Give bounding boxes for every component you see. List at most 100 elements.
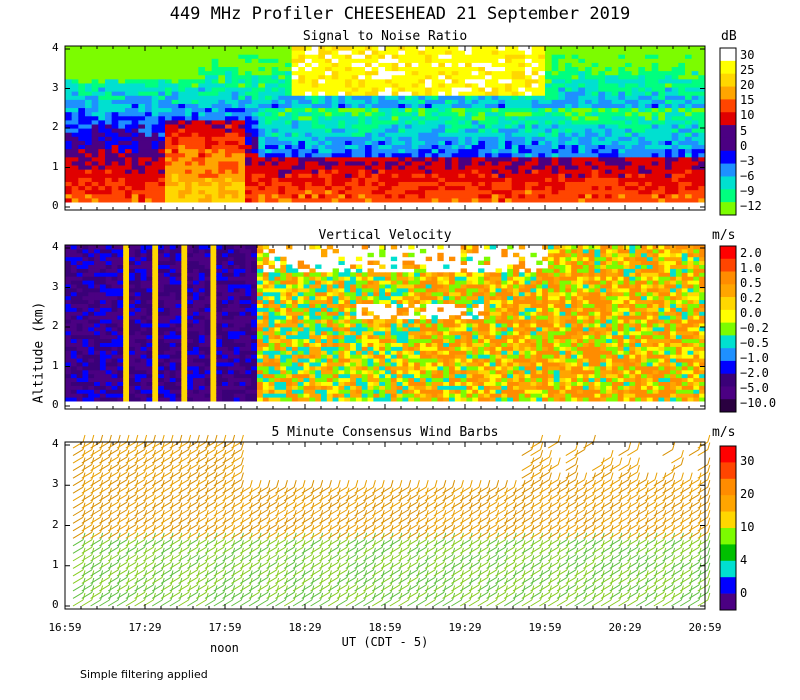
snr-cell	[185, 169, 193, 174]
velocity-cell	[105, 319, 113, 324]
snr-cell	[571, 87, 579, 92]
velocity-cell	[204, 338, 211, 343]
snr-cell	[365, 91, 373, 96]
snr-cell	[385, 111, 393, 117]
snr-cell	[371, 132, 379, 137]
snr-cell	[365, 173, 373, 178]
velocity-cell	[245, 303, 252, 308]
snr-cell	[205, 165, 213, 170]
snr-cell	[351, 103, 359, 109]
velocity-cell	[210, 315, 217, 320]
snr-cell	[371, 156, 379, 162]
snr-cell	[185, 91, 193, 96]
snr-cell	[225, 82, 233, 88]
snr-cell	[558, 111, 566, 117]
snr-cell	[545, 115, 553, 121]
snr-cell	[305, 144, 313, 150]
snr-cell	[131, 74, 139, 80]
snr-cell	[591, 82, 599, 88]
snr-cell	[131, 177, 139, 182]
snr-cell	[71, 193, 79, 199]
snr-cell	[651, 152, 659, 158]
snr-cell	[598, 156, 606, 162]
snr-cell	[691, 46, 699, 51]
snr-cell	[485, 82, 493, 88]
snr-cell	[598, 95, 606, 100]
snr-cell	[651, 95, 659, 100]
snr-cell	[345, 78, 353, 84]
snr-cell	[351, 54, 359, 59]
snr-cell	[311, 62, 319, 68]
velocity-cell	[193, 373, 200, 379]
velocity-cell	[99, 330, 107, 336]
snr-cell	[351, 124, 359, 129]
snr-cell	[231, 193, 239, 199]
snr-cell	[678, 58, 686, 63]
snr-cell	[625, 140, 633, 146]
velocity-cell	[70, 256, 78, 262]
snr-cell	[585, 144, 593, 150]
snr-cell	[305, 62, 313, 68]
snr-cell	[465, 74, 473, 80]
snr-cell	[445, 91, 453, 96]
snr-cell	[78, 66, 86, 72]
snr-cell	[625, 128, 633, 133]
snr-cell	[105, 62, 113, 68]
velocity-cell	[227, 252, 235, 258]
velocity-cell	[70, 373, 78, 379]
snr-cell	[451, 173, 459, 178]
snr-cell	[265, 124, 273, 129]
snr-cell	[318, 99, 326, 104]
snr-cell	[91, 181, 99, 187]
snr-cell	[571, 50, 579, 55]
snr-cell	[291, 193, 299, 199]
velocity-cell	[187, 311, 194, 316]
snr-cell	[118, 193, 126, 199]
velocity-cell	[210, 299, 217, 304]
velocity-cell	[245, 342, 252, 347]
snr-cell	[565, 58, 573, 63]
velocity-cell	[227, 264, 235, 269]
velocity-cell	[65, 272, 72, 277]
velocity-cell	[70, 338, 78, 343]
snr-cell	[598, 185, 606, 191]
velocity-cell	[140, 291, 147, 297]
snr-cell	[198, 50, 206, 55]
velocity-cell	[251, 334, 258, 340]
snr-cell	[585, 70, 593, 76]
snr-cell	[85, 50, 93, 55]
snr-cell	[611, 173, 619, 178]
snr-cell	[238, 156, 246, 162]
snr-cell	[291, 87, 299, 92]
velocity-cell	[123, 346, 130, 351]
snr-cell	[371, 82, 379, 88]
snr-cell	[411, 82, 419, 88]
snr-cell	[665, 50, 673, 55]
velocity-cell	[193, 264, 200, 269]
snr-cell	[318, 160, 326, 166]
velocity-cell	[82, 291, 89, 297]
velocity-cell	[76, 385, 83, 390]
snr-cell	[685, 144, 693, 150]
snr-cell	[311, 197, 319, 203]
snr-cell	[605, 103, 613, 109]
snr-cell	[538, 91, 546, 96]
velocity-cell	[152, 276, 159, 281]
snr-cell	[491, 66, 499, 72]
snr-cell	[558, 46, 566, 51]
snr-cell	[598, 169, 606, 174]
snr-cell	[111, 119, 119, 125]
snr-cell	[251, 181, 259, 187]
velocity-cell	[187, 252, 194, 258]
snr-cell	[511, 46, 519, 51]
snr-cell	[418, 103, 426, 109]
snr-cell	[118, 91, 126, 96]
snr-cell	[365, 152, 373, 158]
velocity-cell	[227, 319, 235, 324]
snr-cell	[618, 82, 626, 88]
snr-cell	[385, 148, 393, 154]
snr-cell	[111, 58, 119, 63]
snr-cell	[285, 91, 293, 96]
snr-cell	[198, 160, 206, 166]
snr-cell	[511, 95, 519, 100]
